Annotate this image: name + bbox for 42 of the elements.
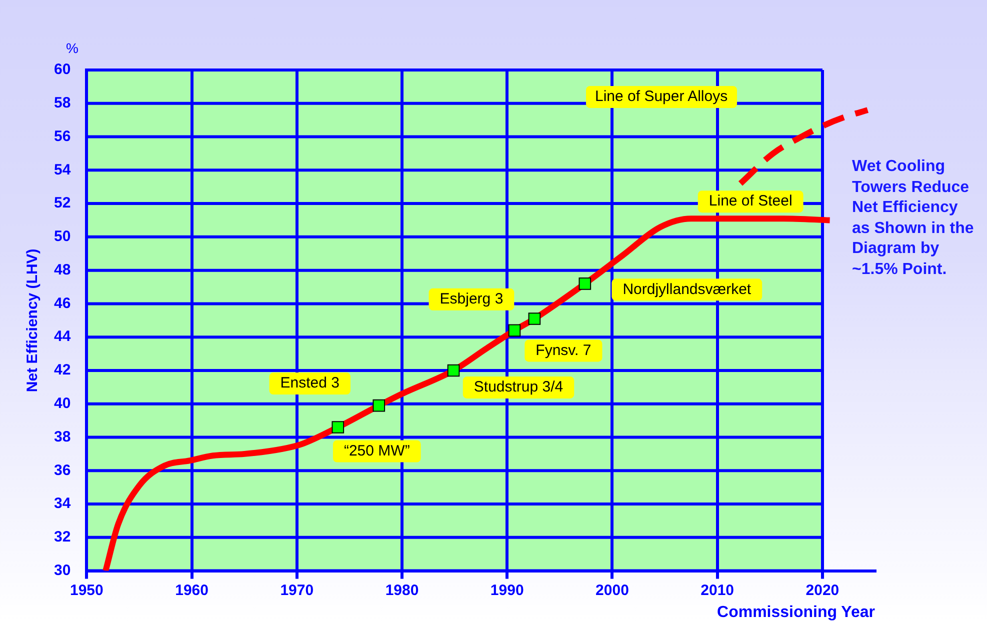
annotation: Wet Cooling Towers Reduce Net Efficiency as Shown in the Diagram by ~1.5% Point. [852,157,975,280]
y-tick-label: 58 [54,94,71,112]
y-tick-label: 40 [54,395,71,412]
x-tick-label: 1960 [175,582,208,599]
annotation: Esbjerg 3 [440,290,504,308]
y-tick-label: 50 [54,228,71,246]
x-tick-label: 1950 [70,582,104,599]
x-axis-title: Commissioning Year [717,604,875,621]
x-tick-label: 2020 [806,582,840,599]
annotation: Nordjyllandsværket [622,280,752,298]
y-tick-label: 52 [54,194,71,212]
y-tick-label: 48 [54,261,71,278]
y-tick-label: 42 [54,362,71,379]
x-tick-label: 1980 [385,582,419,599]
y-tick-label: 60 [54,61,71,78]
annotation: “250 MW” [344,442,410,460]
point [508,324,521,337]
y-tick-label: 46 [54,294,71,312]
y-tick-label: 32 [54,528,71,546]
y-tick-label: 44 [54,328,72,346]
y-tick-label: 36 [54,462,71,479]
y-tick-label: 38 [54,428,71,446]
text: % [66,40,78,56]
y-axis-title: Net Efficiency (LHV) [24,248,42,392]
x-tick-label: 1990 [490,582,524,599]
x-tick-label: 1970 [280,582,314,599]
annotation: Line of Super Alloys [586,86,737,108]
y-tick-label: 54 [54,161,72,178]
x-tick-label: 2010 [700,582,734,599]
point [528,312,541,325]
y-tick-label: 34 [54,495,72,512]
annotation: Line of Steel [708,192,792,210]
y-tick-label: 30 [54,562,71,579]
y-tick-label: 56 [54,128,71,145]
x-tick-label: 2000 [596,582,629,599]
point [332,421,344,434]
point [578,278,592,290]
annotation: Fynsv. 7 [536,342,592,359]
point [372,399,386,412]
annotation: Studstrup 3/4 [474,378,564,396]
point [447,364,460,377]
annotation: Ensted 3 [280,374,340,392]
